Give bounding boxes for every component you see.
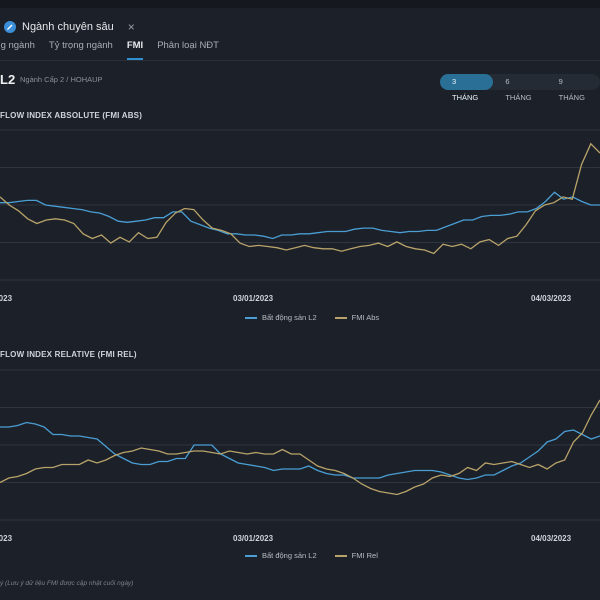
legend-swatch-blue: [245, 554, 257, 557]
tab-nganh-chuyen-sau[interactable]: Ngành chuyên sâu ×: [4, 20, 135, 34]
legend-label: FMI Abs: [351, 313, 380, 322]
chart-fmi-abs: /2023 03/01/2023 04/03/2023: [0, 129, 600, 303]
chart2-title: FLOW INDEX RELATIVE (FMI REL): [0, 350, 137, 359]
legend-swatch-gold: [334, 554, 347, 557]
legend-item-fmi-abs[interactable]: FMI Abs: [334, 313, 380, 322]
period-selector: 3 THÁNG 6 THÁNG 9 THÁNG: [440, 74, 600, 102]
chart-fmi-rel: /2023 03/01/2023 04/03/2023: [0, 369, 600, 543]
divider: [0, 60, 600, 61]
x-tick-label: 03/01/2023: [233, 294, 274, 303]
window-top-bar: [0, 0, 600, 8]
chart1-legend: Bất động sản L2 FMI Abs: [245, 313, 379, 322]
legend-label: Bất động sản L2: [262, 551, 317, 560]
legend-item-bds[interactable]: Bất động sản L2: [245, 551, 317, 560]
x-tick-label: /2023: [0, 534, 13, 543]
legend-label: Bất động sản L2: [262, 313, 317, 322]
period-6-thang[interactable]: 6 THÁNG: [505, 77, 532, 102]
period-3-thang[interactable]: 3 THÁNG: [440, 74, 494, 102]
subtab-phan-loai-ndt[interactable]: Phân loại NĐT: [157, 40, 219, 51]
pencil-icon: [4, 21, 16, 33]
header-row: L2 Ngành Cấp 2 / HOHAUP 3 THÁNG 6 THÁNG …: [0, 72, 600, 102]
series-line-bds-l2: [0, 191, 600, 240]
subtab-ty-trong-nganh[interactable]: Tỷ trọng ngành: [48, 40, 113, 51]
series-line-fmi: [0, 142, 600, 255]
legend-item-bds[interactable]: Bất động sản L2: [245, 313, 317, 322]
series-line-fmi: [0, 399, 600, 496]
tab-bar: Ngành chuyên sâu ×: [0, 8, 600, 36]
x-tick-label: /2023: [0, 294, 13, 303]
subtab-fmi[interactable]: FMI: [126, 40, 144, 60]
period-9-thang[interactable]: 9 THÁNG: [558, 77, 585, 102]
sub-tabs: ộng ngành Tỷ trọng ngành FMI Phân loại N…: [0, 40, 219, 60]
legend-item-fmi-rel[interactable]: FMI Rel: [334, 551, 378, 560]
industry-code: L2: [0, 72, 16, 87]
legend-label: FMI Rel: [351, 551, 378, 560]
chart1-title: FLOW INDEX ABSOLUTE (FMI ABS): [0, 111, 143, 120]
series-line-bds-l2: [0, 421, 600, 481]
x-tick-label: 04/03/2023: [531, 534, 572, 543]
legend-swatch-gold: [334, 316, 347, 319]
x-tick-label: 03/01/2023: [233, 534, 274, 543]
industry-path: Ngành Cấp 2 / HOHAUP: [20, 75, 103, 84]
x-tick-label: 04/03/2023: [531, 294, 572, 303]
tab-title: Ngành chuyên sâu: [22, 21, 114, 33]
close-tab-icon[interactable]: ×: [127, 20, 135, 34]
subtab-dong-nganh[interactable]: ộng ngành: [0, 40, 35, 51]
footnote: ý (Lưu ý dữ liệu FMI được cập nhật cuối …: [0, 580, 134, 587]
legend-swatch-blue: [245, 316, 257, 319]
chart2-legend: Bất động sản L2 FMI Rel: [245, 551, 378, 560]
